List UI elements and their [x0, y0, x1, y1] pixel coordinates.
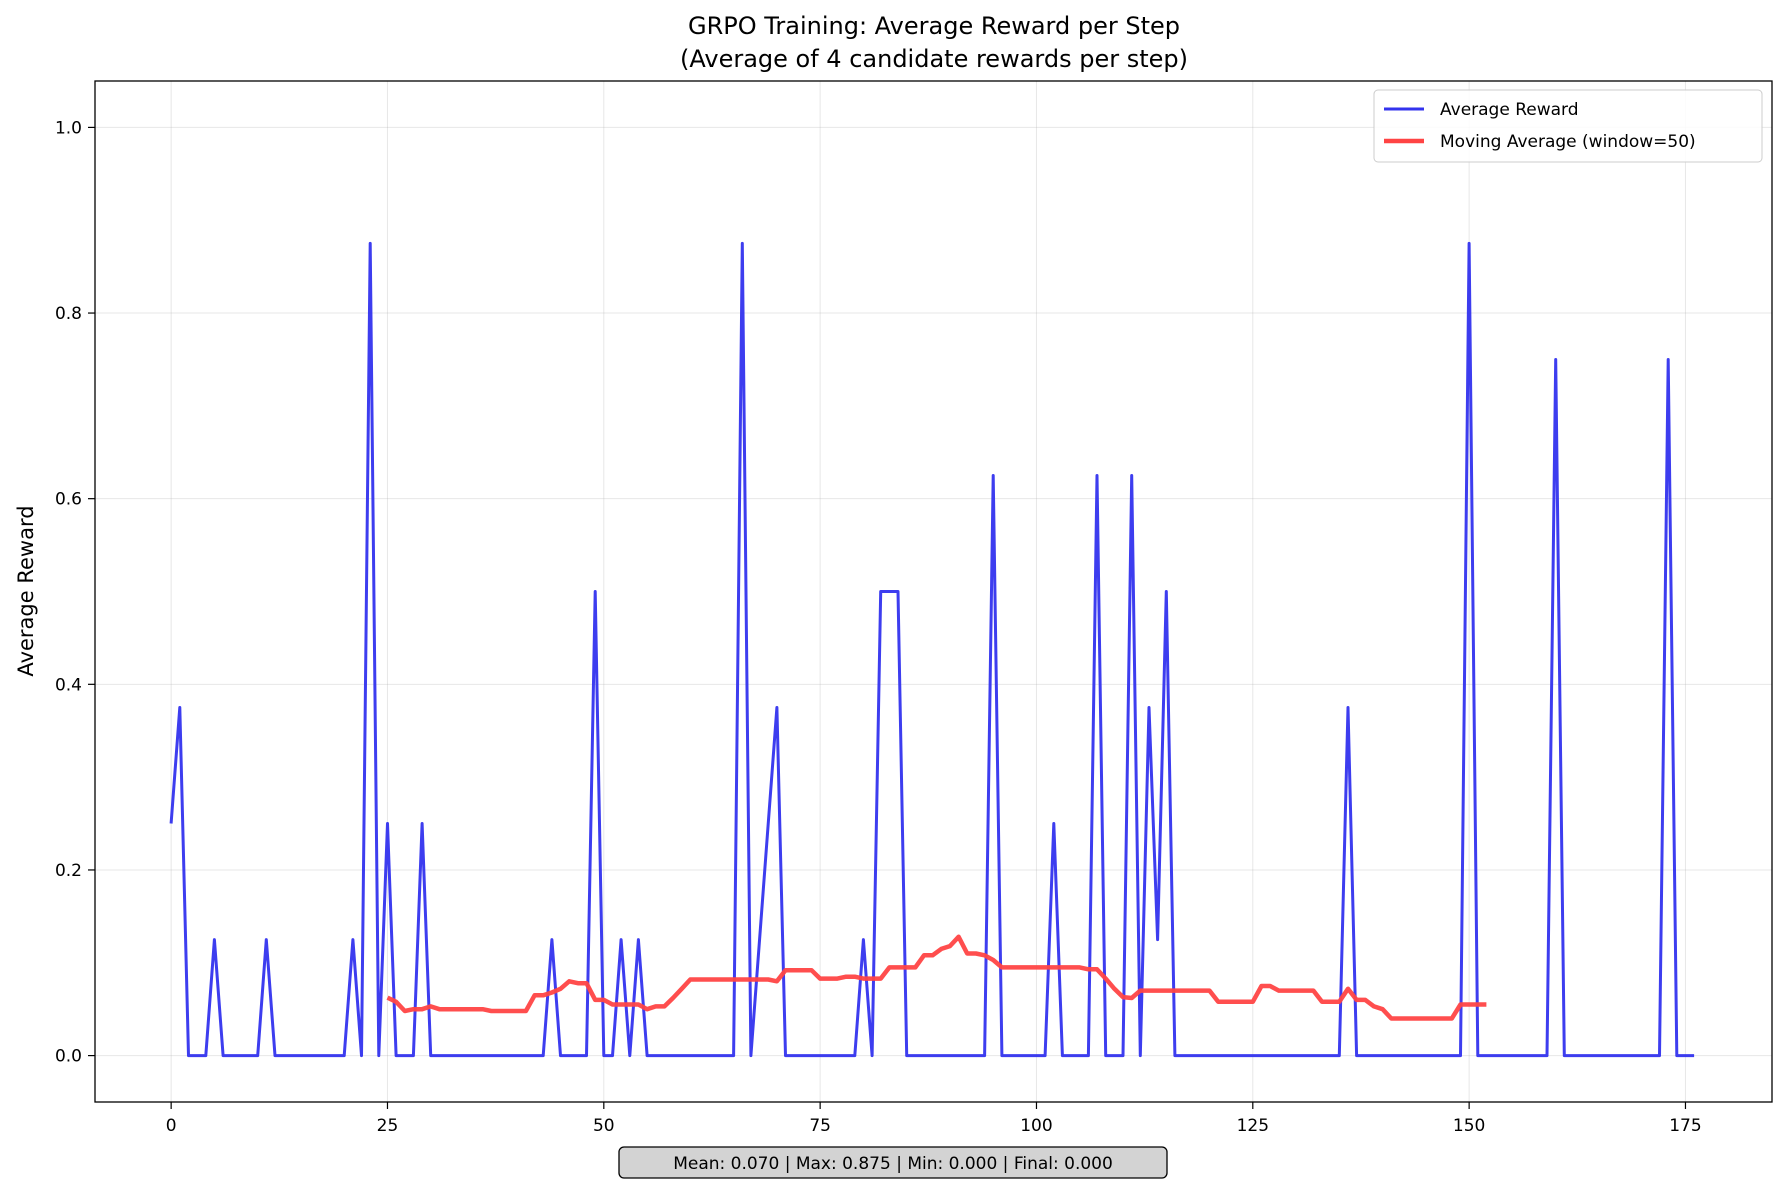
x-tick-label: 150	[1453, 1116, 1485, 1136]
x-tick-label: 75	[809, 1116, 831, 1136]
series-average-reward-line	[169, 241, 1695, 1058]
legend: Average Reward Moving Average (window=50…	[1373, 89, 1763, 163]
y-tick-label: 0.8	[55, 304, 82, 324]
x-tick-label: 25	[377, 1116, 399, 1136]
x-tick-label: 50	[593, 1116, 615, 1136]
y-tick-label: 0.0	[55, 1047, 82, 1067]
y-axis-label: Average Reward	[14, 505, 38, 676]
chart-title: GRPO Training: Average Reward per Step	[688, 12, 1180, 40]
y-tick-label: 0.4	[55, 675, 82, 695]
stats-box: Mean: 0.070 | Max: 0.875 | Min: 0.000 | …	[618, 1146, 1168, 1179]
y-tick-label: 0.6	[55, 490, 82, 510]
x-tick-label: 175	[1669, 1116, 1701, 1136]
axis-ticks: 0 25 50 75 100 125 150 175 0.0 0.2 0.4 0.6 0.8 1.0	[55, 118, 1702, 1136]
x-tick-label: 125	[1237, 1116, 1269, 1136]
series-moving-average-line	[386, 934, 1487, 1021]
x-tick-label: 100	[1020, 1116, 1052, 1136]
stats-text: Mean: 0.070 | Max: 0.875 | Min: 0.000 | …	[673, 1154, 1113, 1174]
plot-frame	[94, 80, 1773, 1103]
y-tick-label: 1.0	[55, 118, 82, 138]
legend-label-average-reward: Average Reward	[1440, 100, 1579, 120]
x-tick-label: 0	[166, 1116, 177, 1136]
plot-series	[169, 241, 1695, 1058]
chart-subtitle: (Average of 4 candidate rewards per step…	[680, 45, 1188, 73]
y-tick-label: 0.2	[55, 861, 82, 881]
legend-box	[1373, 89, 1763, 163]
legend-label-moving-average: Moving Average (window=50)	[1440, 132, 1696, 152]
stats-background	[618, 1146, 1168, 1179]
